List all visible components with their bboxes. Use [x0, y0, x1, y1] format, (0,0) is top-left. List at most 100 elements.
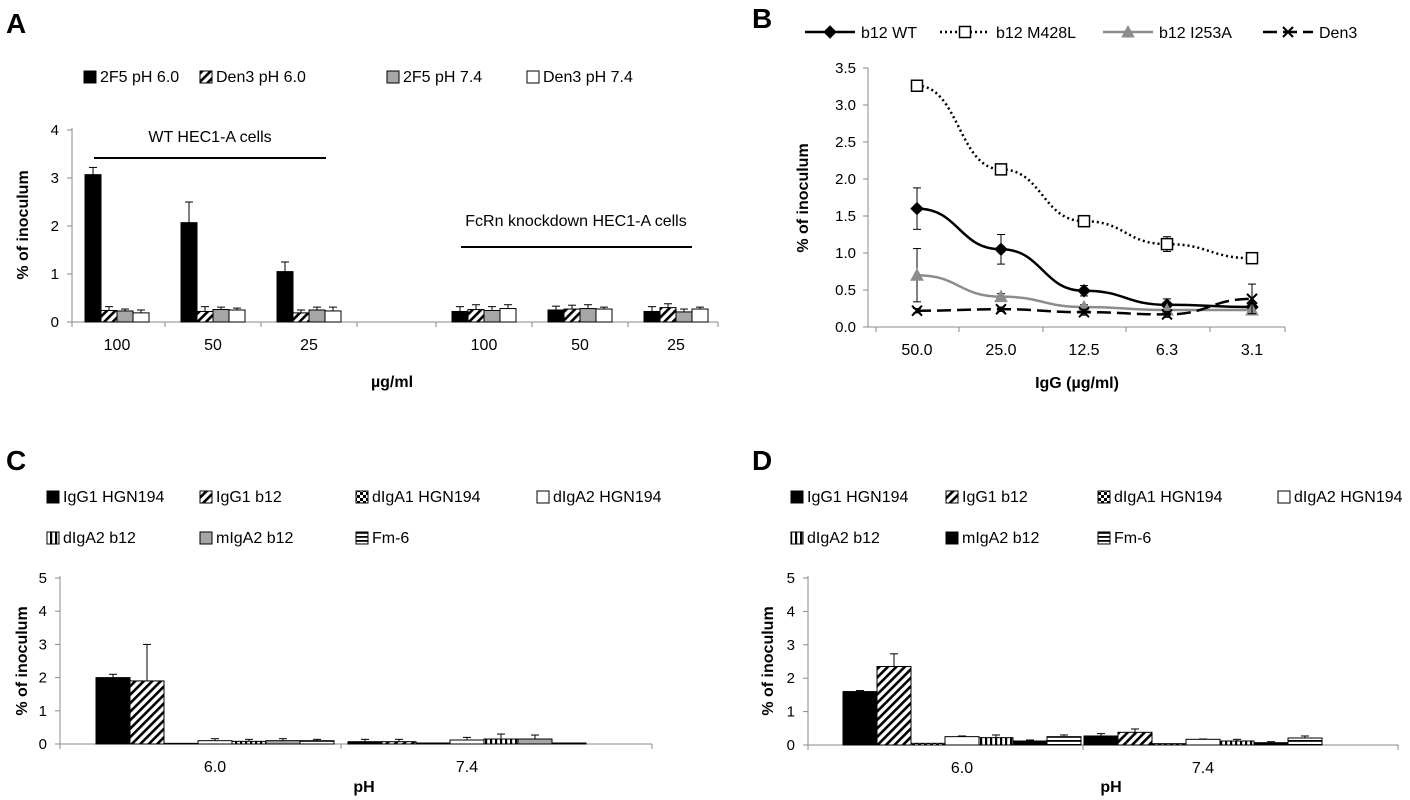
legend-swatch [83, 70, 97, 84]
point-marker [994, 242, 1008, 257]
legend-swatch [355, 490, 369, 504]
bar [1185, 738, 1221, 746]
y-tick-label: 1.5 [835, 208, 856, 225]
y-tick-label: 2 [39, 670, 47, 687]
legend-swatch [945, 490, 959, 504]
bar [978, 737, 1014, 746]
bar [1253, 742, 1289, 746]
legend-swatch [945, 531, 959, 545]
x-tick-label: 7.4 [456, 759, 478, 776]
y-axis-label: % of inoculum [14, 606, 31, 715]
x-tick-label: 100 [104, 337, 131, 354]
y-tick-label: 4 [787, 603, 795, 620]
legend-label: IgG1 b12 [962, 489, 1028, 506]
y-tick-label: 5 [787, 570, 795, 587]
bar [95, 677, 131, 745]
y-tick-label: 3 [39, 636, 47, 653]
legend-label: dIgA2 HGN194 [1294, 489, 1403, 506]
legend-label: Den3 pH 7.4 [543, 69, 633, 86]
y-tick-label: 0.0 [835, 319, 856, 336]
panel-c-chart: IgG1 HGN194 IgG1 b12 dIgA1 HGN194 dIgA2 HGN… [14, 489, 662, 796]
bar [292, 312, 310, 323]
legend-swatch [526, 70, 540, 84]
bar [415, 742, 451, 745]
bar [265, 740, 301, 745]
y-tick-label: 0 [51, 314, 59, 331]
legend-label: IgG1 HGN194 [807, 489, 908, 506]
bar [163, 742, 199, 745]
legend-swatch [790, 531, 804, 545]
bar [231, 740, 267, 745]
panel-letter-b: B [752, 3, 772, 34]
point-marker [1077, 214, 1091, 228]
bar [1287, 737, 1323, 746]
x-tick-label: 6.3 [1156, 342, 1178, 359]
bar [483, 738, 519, 745]
bar [308, 309, 326, 323]
legend-swatch [386, 70, 400, 84]
legend-label: b12 M428L [996, 25, 1076, 42]
point-marker [1077, 284, 1091, 298]
bar [1117, 731, 1153, 746]
legend-swatch [790, 490, 804, 504]
x-tick-label: 25.0 [985, 342, 1016, 359]
panel-d-chart: IgG1 HGN194 IgG1 b12 dIgA1 HGN194 dIgA2 HGN… [760, 489, 1403, 796]
bar [467, 309, 485, 323]
point-marker [1160, 237, 1174, 251]
x-tick-label: 3.1 [1241, 342, 1263, 359]
y-tick-label: 4 [39, 603, 47, 620]
bar [551, 742, 587, 745]
bar [449, 739, 485, 745]
point-marker [958, 25, 972, 39]
bar [324, 310, 342, 323]
legend-label: IgG1 b12 [216, 489, 282, 506]
y-tick-label: 3 [787, 637, 795, 654]
y-tick-label: 4 [51, 122, 59, 139]
y-tick-label: 2 [787, 670, 795, 687]
group-label-fcrn: FcRn knockdown HEC1-A cells [465, 213, 686, 230]
panel-a-chart: 2F5 pH 6.0 Den3 pH 6.0 2F5 pH 7.4 Den3 pH 7… [15, 69, 719, 391]
bar [842, 691, 878, 746]
point-marker [1121, 24, 1135, 38]
y-tick-label: 5 [39, 570, 47, 587]
legend-label: dIgA2 b12 [807, 530, 880, 547]
bar [944, 736, 980, 746]
legend-label: Fm-6 [1114, 530, 1151, 547]
x-tick-label: 50 [571, 337, 589, 354]
y-tick-label: 1.0 [835, 245, 856, 262]
point-marker [994, 289, 1008, 303]
x-axis-label: µg/ml [371, 374, 413, 391]
y-tick-label: 3.0 [835, 97, 856, 114]
y-tick-label: 2.0 [835, 171, 856, 188]
bar [483, 309, 501, 323]
bar [579, 308, 597, 323]
legend-label: dIgA1 HGN194 [1114, 489, 1223, 506]
x-axis-label: pH [1100, 779, 1121, 796]
bar [876, 666, 912, 746]
bar [197, 740, 233, 745]
y-tick-label: 1 [51, 266, 59, 283]
y-axis-label: % of inoculum [760, 606, 777, 715]
x-tick-label: 12.5 [1068, 342, 1099, 359]
y-tick-label: 1 [39, 703, 47, 720]
bar [563, 308, 581, 323]
panel-b-chart: 0.0 0.5 1.0 1.5 2.0 2.5 3.0 3.5 50.0 25.0 12.5 6.3 3… [795, 24, 1357, 392]
y-tick-label: 3 [51, 170, 59, 187]
y-axis-label: % of inoculum [15, 170, 32, 279]
point-marker [910, 79, 924, 93]
bar [1219, 740, 1255, 746]
legend-swatch [199, 531, 213, 545]
legend-label: 2F5 pH 7.4 [403, 69, 482, 86]
bar [228, 309, 246, 323]
x-tick-label: 6.0 [951, 760, 973, 777]
y-tick-label: 0 [787, 737, 795, 754]
bar [1046, 736, 1082, 746]
bar [100, 309, 118, 323]
bar [1083, 735, 1119, 746]
x-tick-label: 7.4 [1192, 760, 1214, 777]
bar [517, 738, 553, 745]
panel-letter-d: D [752, 445, 772, 476]
bar [212, 309, 230, 323]
point-marker [994, 163, 1008, 176]
series-line [916, 207, 1253, 309]
